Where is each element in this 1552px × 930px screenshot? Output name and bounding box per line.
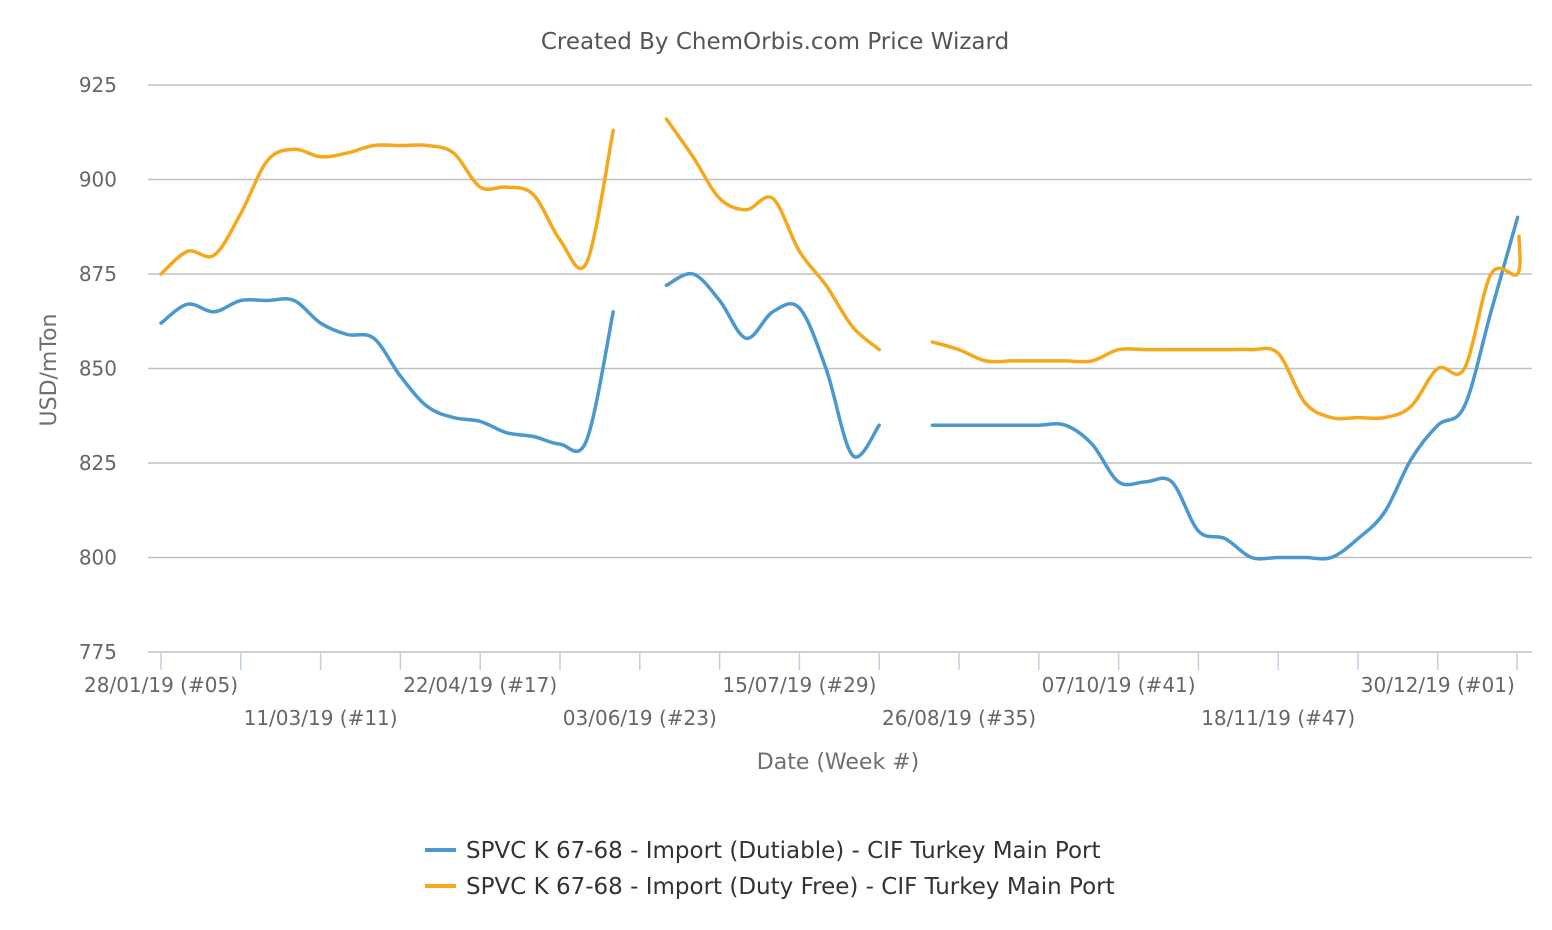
series-lines <box>159 117 1522 561</box>
legend-label: SPVC K 67-68 - Import (Dutiable) - CIF T… <box>466 838 1101 864</box>
x-tick-label: 03/06/19 (#23) <box>563 706 717 730</box>
gridlines <box>148 84 1532 653</box>
y-tick-label: 775 <box>79 640 117 664</box>
x-tick-label: 30/12/19 (#01) <box>1361 673 1515 697</box>
y-tick-label: 900 <box>79 168 117 192</box>
legend-item[interactable]: SPVC K 67-68 - Import (Duty Free) - CIF … <box>425 874 1115 900</box>
legend-label: SPVC K 67-68 - Import (Duty Free) - CIF … <box>466 874 1115 900</box>
y-axis-tick-labels: 775 800 825 850 875 900 925 <box>79 73 117 664</box>
x-tick-label: 26/08/19 (#35) <box>882 706 1036 730</box>
y-tick-label: 925 <box>79 73 117 97</box>
series-line-segment[interactable] <box>930 215 1520 561</box>
y-axis-label: USD/mTon <box>37 314 62 427</box>
x-tick-label: 22/04/19 (#17) <box>403 673 557 697</box>
series-1[interactable] <box>159 215 1520 561</box>
x-tick-label: 11/03/19 (#11) <box>244 706 398 730</box>
y-tick-label: 850 <box>79 357 117 381</box>
y-tick-label: 800 <box>79 546 117 570</box>
series-line-segment[interactable] <box>159 128 615 276</box>
x-axis-label: Date (Week #) <box>757 750 919 775</box>
chart-title: Created By ChemOrbis.com Price Wizard <box>541 29 1009 55</box>
legend[interactable]: SPVC K 67-68 - Import (Dutiable) - CIF T… <box>425 838 1115 900</box>
x-tick-label: 15/07/19 (#29) <box>722 673 876 697</box>
x-tick-label: 07/10/19 (#41) <box>1042 673 1196 697</box>
series-line-segment[interactable] <box>930 234 1522 421</box>
x-tick-label: 28/01/19 (#05) <box>84 673 238 697</box>
y-tick-label: 875 <box>79 262 117 286</box>
series-line-segment[interactable] <box>664 117 881 352</box>
legend-item[interactable]: SPVC K 67-68 - Import (Dutiable) - CIF T… <box>425 838 1101 864</box>
series-line-segment[interactable] <box>664 271 881 459</box>
y-tick-label: 825 <box>79 451 117 475</box>
x-axis-ticks: 28/01/19 (#05)11/03/19 (#11)22/04/19 (#1… <box>84 652 1518 730</box>
series-2[interactable] <box>159 117 1522 421</box>
series-line-segment[interactable] <box>159 297 615 454</box>
x-tick-label: 18/11/19 (#47) <box>1201 706 1355 730</box>
